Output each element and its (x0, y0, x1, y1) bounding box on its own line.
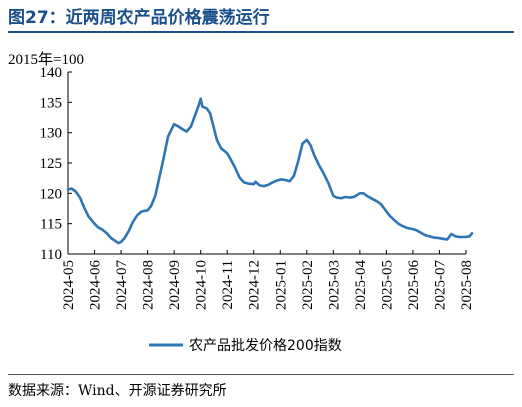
x-tick-label: 2024-10 (194, 260, 210, 310)
x-tick-label: 2024-11 (220, 260, 236, 309)
y-tick-label: 140 (40, 65, 63, 81)
x-tick-label: 2024-08 (141, 260, 157, 310)
series-layer (66, 97, 474, 245)
x-tick-label: 2025-06 (406, 260, 422, 310)
x-tick-label: 2024-06 (88, 260, 104, 310)
legend-label: 农产品批发价格200指数 (189, 338, 342, 354)
y-tick-label: 125 (40, 156, 63, 172)
y-tick-label: 115 (40, 217, 62, 233)
x-axis: 2024-05 2024-06 2024-07 2024-08 2024-09 2024-… (61, 250, 475, 310)
y-tick-label: 135 (40, 95, 63, 111)
x-tick-label: 2025-08 (459, 260, 475, 310)
x-tick-label: 2024-12 (247, 260, 263, 310)
series-line (66, 97, 474, 245)
x-tick-label: 2025-07 (432, 260, 448, 310)
x-tick-label: 2025-04 (353, 260, 369, 310)
y-tick-label: 110 (40, 247, 62, 263)
y-tick-label: 130 (40, 126, 63, 142)
x-tick-label: 2025-01 (273, 260, 289, 310)
source-note: 数据来源：Wind、开源证券研究所 (8, 383, 227, 399)
x-tick-label: 2025-02 (300, 260, 316, 310)
x-tick-label: 2025-05 (379, 260, 395, 310)
x-tick-label: 2025-03 (326, 260, 342, 310)
legend: 农产品批发价格200指数 (149, 338, 342, 354)
x-tick-label: 2024-05 (61, 260, 77, 310)
footer-rule (8, 374, 514, 375)
y-axis: 110 115 120 125 130 135 140 (40, 65, 72, 263)
y-tick-label: 120 (40, 186, 63, 202)
figure-title: 图27：近两周农产品价格震荡运行 (8, 8, 270, 28)
x-tick-label: 2024-09 (167, 260, 183, 310)
title-rule (8, 31, 514, 33)
x-tick-label: 2024-07 (114, 260, 130, 310)
unit-label: 2015年=100 (8, 51, 84, 68)
